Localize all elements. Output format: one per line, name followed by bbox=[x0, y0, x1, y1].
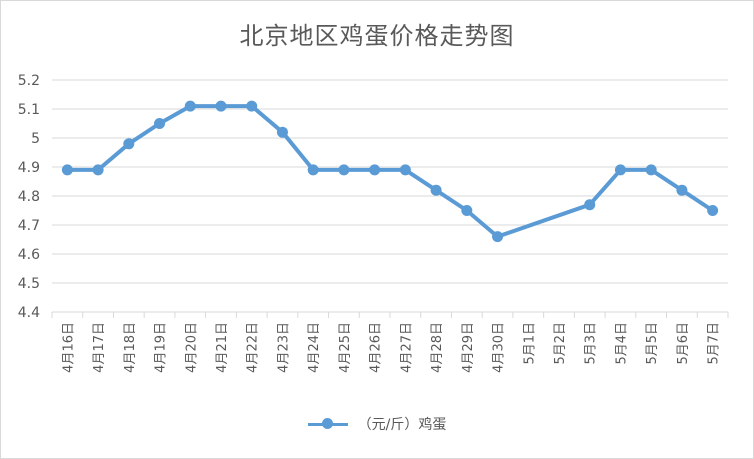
y-tick-label: 4.9 bbox=[18, 160, 40, 176]
x-tick-label: 4月16日 bbox=[61, 322, 76, 373]
series-layer bbox=[61, 100, 719, 243]
chart-legend: （元/斤）鸡蛋 bbox=[0, 412, 754, 436]
x-axis-ticks: 4月16日 4月17日 4月18日 4月19日 4月20日 4月21日 4月22日 4月23日… bbox=[61, 322, 721, 373]
y-axis-ticks: 4.4 4.5 4.6 4.7 4.8 4.9 5 5.1 5.2 bbox=[18, 73, 40, 321]
x-tick-label: 4月23日 bbox=[276, 322, 291, 373]
y-tick-label: 4.8 bbox=[18, 189, 40, 205]
y-tick-label: 5 bbox=[31, 131, 40, 147]
data-point bbox=[338, 164, 350, 176]
x-tick-label: 4月27日 bbox=[399, 322, 414, 373]
data-point bbox=[184, 100, 196, 112]
data-point bbox=[430, 184, 442, 196]
x-tick-label: 4月28日 bbox=[430, 322, 445, 373]
x-tick-label: 4月21日 bbox=[215, 322, 230, 373]
x-tick-label: 4月17日 bbox=[92, 322, 107, 373]
data-point bbox=[584, 199, 596, 211]
data-point bbox=[215, 100, 227, 112]
y-tick-label: 5.1 bbox=[18, 102, 40, 118]
x-tick-label: 5月1日 bbox=[522, 322, 537, 365]
x-tick-label: 4月24日 bbox=[307, 322, 322, 373]
x-tick-label: 5月5日 bbox=[645, 322, 660, 365]
series-line bbox=[65, 104, 715, 239]
x-tick-label: 5月2日 bbox=[553, 322, 568, 365]
data-point bbox=[399, 164, 411, 176]
grid-lines bbox=[51, 79, 729, 318]
data-point bbox=[123, 138, 135, 150]
data-point bbox=[246, 100, 258, 112]
x-tick-label: 4月25日 bbox=[338, 322, 353, 373]
x-tick-label: 5月3日 bbox=[584, 322, 599, 365]
x-tick-label: 4月20日 bbox=[184, 322, 199, 373]
chart-title: 北京地区鸡蛋价格走势图 bbox=[239, 22, 515, 50]
y-tick-label: 4.7 bbox=[18, 218, 40, 234]
x-tick-label: 4月18日 bbox=[123, 322, 138, 373]
x-tick-label: 5月4日 bbox=[614, 322, 629, 365]
y-tick-label: 4.4 bbox=[18, 305, 40, 321]
x-tick-label: 4月22日 bbox=[246, 322, 261, 373]
data-point bbox=[276, 126, 288, 138]
y-tick-label: 4.6 bbox=[18, 247, 40, 263]
data-point bbox=[707, 205, 719, 216]
data-point bbox=[461, 205, 473, 216]
y-tick-label: 4.5 bbox=[18, 276, 40, 292]
data-point bbox=[645, 164, 657, 176]
legend-line-marker-icon bbox=[307, 417, 348, 431]
data-point bbox=[154, 118, 166, 129]
x-tick-label: 5月7日 bbox=[707, 322, 722, 365]
data-point bbox=[492, 231, 504, 243]
x-tick-label: 4月26日 bbox=[369, 322, 384, 373]
data-point bbox=[369, 164, 381, 176]
x-tick-label: 5月6日 bbox=[676, 322, 691, 365]
data-point bbox=[61, 164, 73, 176]
x-tick-label: 4月29日 bbox=[461, 322, 476, 373]
legend-series-label: （元/斤）鸡蛋 bbox=[357, 417, 447, 433]
x-tick-label: 4月30日 bbox=[492, 322, 507, 373]
x-tick-label: 4月19日 bbox=[154, 322, 169, 373]
y-tick-label: 5.2 bbox=[18, 73, 40, 89]
data-point bbox=[92, 164, 104, 176]
data-point bbox=[676, 184, 688, 196]
data-point bbox=[614, 164, 626, 176]
data-point bbox=[307, 164, 319, 176]
